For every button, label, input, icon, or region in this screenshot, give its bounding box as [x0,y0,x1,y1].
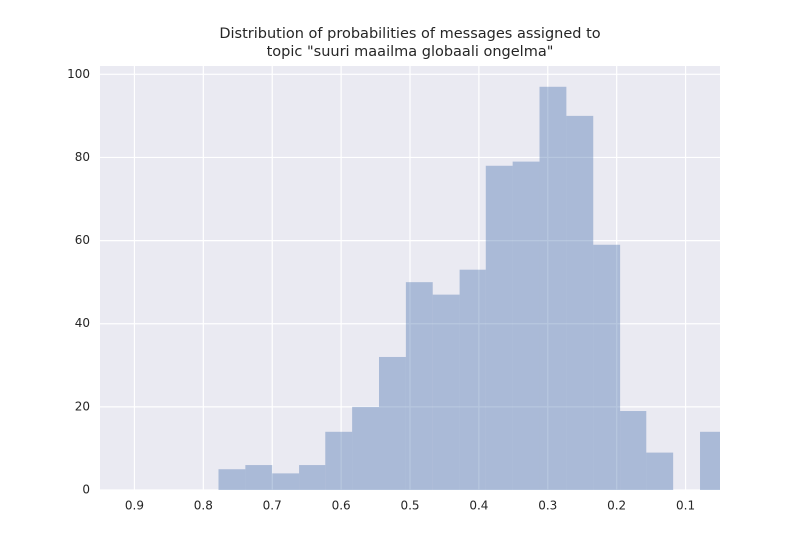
bar [405,282,433,490]
bar [485,165,513,490]
x-tick-label: 0.4 [469,499,488,513]
y-tick-label: 80 [75,150,90,164]
x-tick-label: 0.1 [676,499,695,513]
x-tick-label: 0.2 [607,499,626,513]
y-tick-label: 100 [67,67,90,81]
y-tick-label: 40 [75,316,90,330]
bar [539,86,567,490]
bar [700,431,720,490]
bar [218,469,246,490]
bar [566,115,594,490]
bars [218,86,720,490]
bar [299,465,326,490]
bar [379,356,406,490]
bar [432,294,460,490]
bar [593,244,621,490]
bar [272,473,300,490]
x-tick-label: 0.5 [400,499,419,513]
bar [512,161,540,490]
bar [245,465,273,490]
grid [100,66,720,491]
chart-title: topic "suuri maailma globaali ongelma" [267,44,554,60]
y-tick-label: 20 [75,399,90,413]
x-tick-label: 0.9 [125,499,144,513]
y-tick-label: 0 [82,483,90,497]
x-tick-label: 0.7 [263,499,282,513]
x-tick-label: 0.6 [332,499,351,513]
y-tick-label: 60 [75,233,90,247]
x-tick-label: 0.8 [194,499,213,513]
chart-title: Distribution of probabilities of message… [219,26,600,42]
bar [325,431,353,490]
bar [620,411,647,490]
bar [352,406,379,490]
x-tick-label: 0.3 [538,499,557,513]
bar [459,269,486,490]
bar [646,452,674,490]
